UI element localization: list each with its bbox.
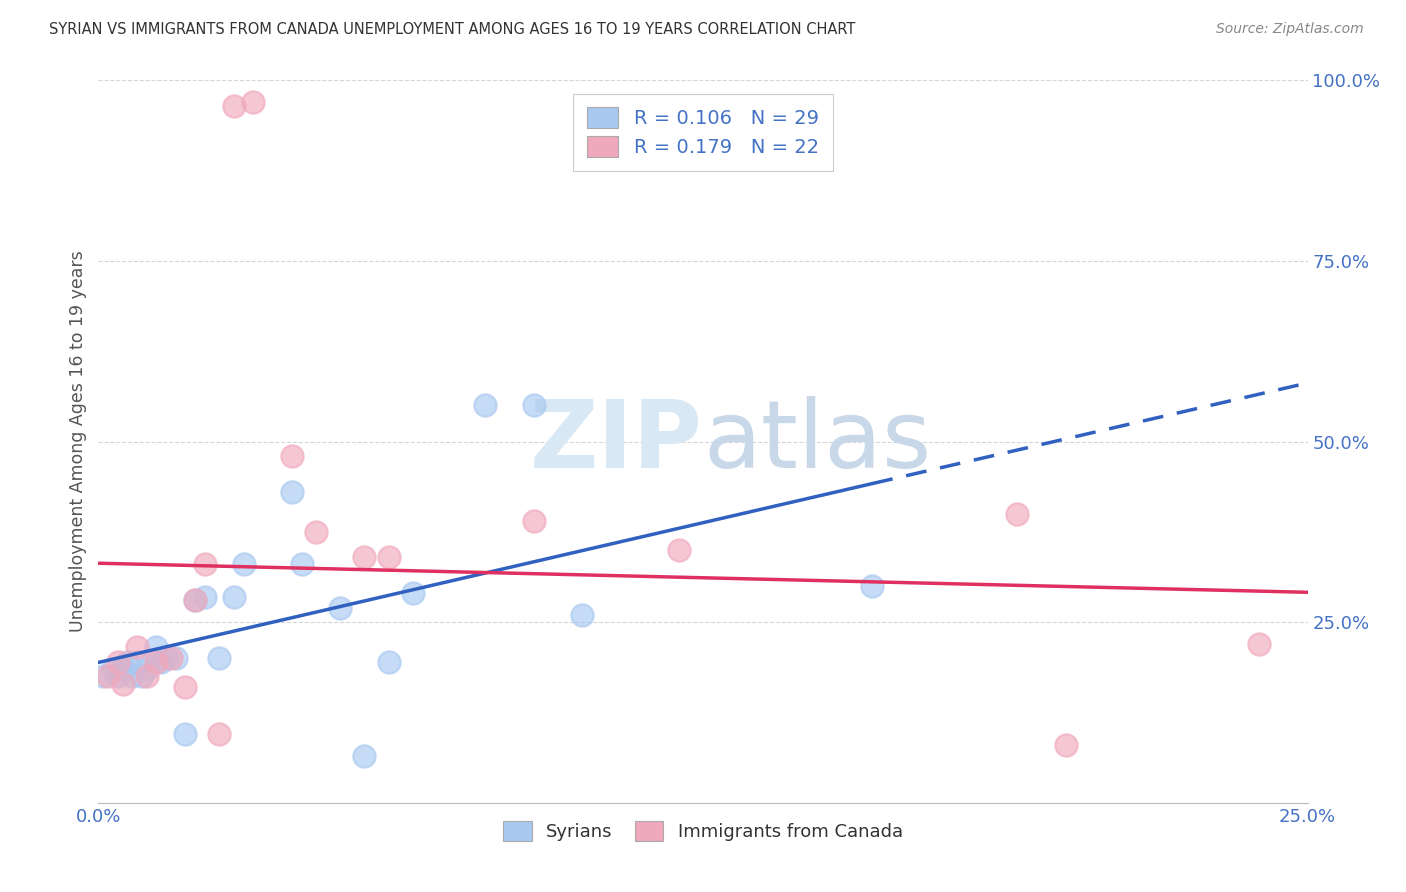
Point bbox=[281, 485, 304, 500]
Point bbox=[860, 579, 883, 593]
Point bbox=[97, 669, 120, 683]
Point bbox=[377, 550, 399, 565]
Point bbox=[329, 600, 352, 615]
Point bbox=[107, 669, 129, 683]
Point bbox=[353, 550, 375, 565]
Text: ZIP: ZIP bbox=[530, 395, 703, 488]
Point bbox=[353, 748, 375, 763]
Point bbox=[281, 449, 304, 463]
Point bbox=[194, 590, 217, 604]
Point bbox=[174, 727, 197, 741]
Text: SYRIAN VS IMMIGRANTS FROM CANADA UNEMPLOYMENT AMONG AGES 16 TO 19 YEARS CORRELAT: SYRIAN VS IMMIGRANTS FROM CANADA UNEMPLO… bbox=[49, 22, 856, 37]
Point bbox=[523, 514, 546, 528]
Point bbox=[165, 651, 187, 665]
Point bbox=[668, 542, 690, 557]
Point bbox=[1054, 738, 1077, 752]
Point bbox=[242, 95, 264, 109]
Point bbox=[111, 662, 134, 676]
Point bbox=[121, 669, 143, 683]
Legend: Syrians, Immigrants from Canada: Syrians, Immigrants from Canada bbox=[496, 814, 910, 848]
Point bbox=[194, 558, 217, 572]
Point bbox=[135, 662, 157, 676]
Point bbox=[145, 640, 167, 655]
Point bbox=[135, 669, 157, 683]
Point bbox=[131, 669, 153, 683]
Y-axis label: Unemployment Among Ages 16 to 19 years: Unemployment Among Ages 16 to 19 years bbox=[69, 251, 87, 632]
Point bbox=[222, 98, 245, 112]
Point bbox=[1007, 507, 1029, 521]
Point bbox=[155, 651, 177, 665]
Point bbox=[222, 590, 245, 604]
Point bbox=[523, 398, 546, 412]
Point bbox=[91, 669, 114, 683]
Point bbox=[208, 727, 231, 741]
Point bbox=[474, 398, 496, 412]
Point bbox=[145, 655, 167, 669]
Point bbox=[305, 524, 328, 539]
Point bbox=[150, 655, 173, 669]
Point bbox=[184, 593, 207, 607]
Point bbox=[184, 593, 207, 607]
Point bbox=[377, 655, 399, 669]
Point bbox=[571, 607, 593, 622]
Point bbox=[208, 651, 231, 665]
Point bbox=[111, 676, 134, 690]
Point bbox=[402, 586, 425, 600]
Point bbox=[232, 558, 254, 572]
Point bbox=[127, 640, 149, 655]
Point bbox=[127, 655, 149, 669]
Text: atlas: atlas bbox=[703, 395, 931, 488]
Point bbox=[101, 662, 124, 676]
Point bbox=[117, 655, 139, 669]
Point bbox=[1249, 637, 1271, 651]
Point bbox=[290, 558, 312, 572]
Point bbox=[160, 651, 183, 665]
Point bbox=[174, 680, 197, 694]
Text: Source: ZipAtlas.com: Source: ZipAtlas.com bbox=[1216, 22, 1364, 37]
Point bbox=[107, 655, 129, 669]
